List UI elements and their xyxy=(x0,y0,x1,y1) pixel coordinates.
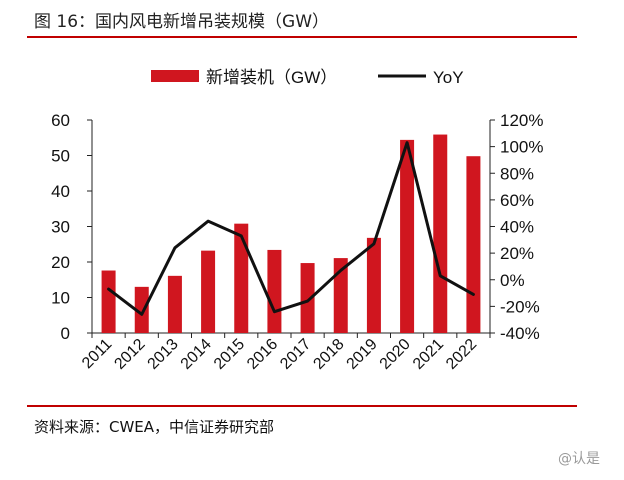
left-tick-label: 60 xyxy=(51,111,70,130)
x-tick-label: 2020 xyxy=(377,336,414,373)
legend-bar-label: 新增装机（GW） xyxy=(206,68,337,87)
x-tick-label: 2016 xyxy=(244,336,281,373)
right-tick-label: 100% xyxy=(500,138,543,157)
x-tick-label: 2013 xyxy=(145,336,182,373)
right-tick-label: 40% xyxy=(500,218,534,237)
left-tick-label: 0 xyxy=(61,324,70,343)
right-tick-label: 0% xyxy=(500,271,525,290)
x-tick-label: 2014 xyxy=(178,336,215,373)
bar-series xyxy=(101,134,481,333)
x-tick-label: 2022 xyxy=(443,336,480,373)
bar xyxy=(466,156,481,333)
bar xyxy=(433,134,448,333)
x-tick-label: 2017 xyxy=(277,336,314,373)
x-tick-label: 2015 xyxy=(211,336,248,373)
left-tick-label: 40 xyxy=(51,182,70,201)
legend-bar-swatch xyxy=(151,70,199,82)
source-divider xyxy=(27,405,577,407)
x-tick-label: 2011 xyxy=(79,336,115,372)
left-tick-label: 10 xyxy=(51,289,70,308)
x-tick-label: 2012 xyxy=(111,336,148,373)
right-tick-label: 60% xyxy=(500,191,534,210)
bar xyxy=(134,286,149,333)
chart: 新增装机（GW） YoY 0 10 20 30 40 50 60 -40% -20% 0% 20% 40… xyxy=(51,68,543,373)
bar xyxy=(300,263,315,333)
bar xyxy=(234,223,249,333)
x-tick-label: 2021 xyxy=(410,336,447,373)
x-tick-label: 2019 xyxy=(344,336,381,373)
figure-title: 图 16：国内风电新增吊装规模（GW） xyxy=(34,12,330,32)
watermark: @认是 xyxy=(558,451,600,467)
legend-line-label: YoY xyxy=(433,68,464,87)
yoy-line xyxy=(107,141,475,316)
right-tick-label: -20% xyxy=(500,297,540,316)
right-tick-label: 80% xyxy=(500,164,534,183)
bar xyxy=(400,139,415,333)
chart-axes xyxy=(87,119,495,338)
bar xyxy=(201,250,216,333)
right-tick-label: 120% xyxy=(500,111,543,130)
bar xyxy=(101,270,116,333)
chart-legend: 新增装机（GW） YoY xyxy=(151,68,464,87)
line-series xyxy=(107,141,475,316)
left-tick-label: 50 xyxy=(51,147,70,166)
right-tick-label: 20% xyxy=(500,244,534,263)
bar xyxy=(366,237,381,333)
left-tick-label: 20 xyxy=(51,253,70,272)
bar xyxy=(333,258,348,333)
x-tick-label: 2018 xyxy=(310,336,347,373)
source-note: 资料来源：CWEA，中信证券研究部 xyxy=(34,418,275,436)
title-divider xyxy=(27,36,577,38)
right-tick-label: -40% xyxy=(500,324,540,343)
bar xyxy=(267,249,282,333)
bar xyxy=(167,275,182,333)
left-tick-label: 30 xyxy=(51,218,70,237)
